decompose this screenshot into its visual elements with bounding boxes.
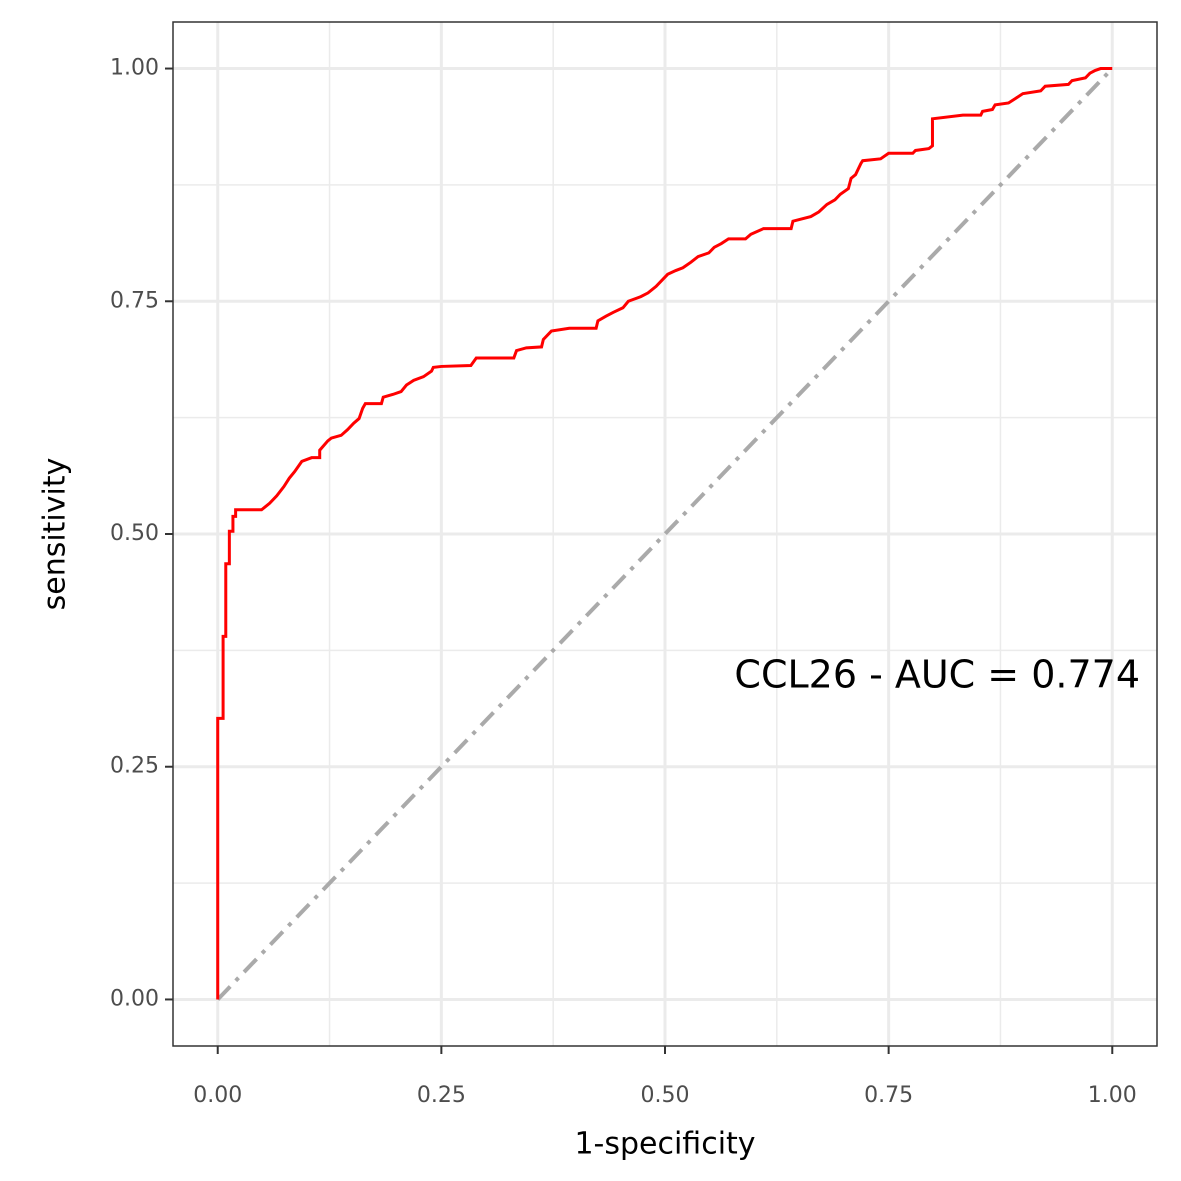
x-tick-label: 0.25 — [417, 1083, 466, 1108]
y-tick-label: 0.25 — [110, 754, 159, 779]
roc-curve — [216, 67, 1113, 1000]
y-tick-label: 1.00 — [110, 56, 159, 81]
panel-border — [172, 21, 1158, 1047]
x-tick-label: 0.00 — [193, 1083, 242, 1108]
y-axis-title: sensitivity — [38, 458, 73, 611]
y-tick-label: 0.00 — [110, 986, 159, 1011]
annotation: CCL26 - AUC = 0.774 — [734, 653, 1140, 697]
reference-line — [216, 67, 1114, 1001]
x-tick-label: 0.50 — [641, 1083, 690, 1108]
y-tick-label: 0.50 — [110, 521, 159, 546]
x-axis-title: 1-specificity — [574, 1127, 755, 1162]
x-tick-label: 1.00 — [1088, 1083, 1137, 1108]
x-tick-label: 0.75 — [864, 1083, 913, 1108]
y-tick-label: 0.75 — [110, 288, 159, 313]
